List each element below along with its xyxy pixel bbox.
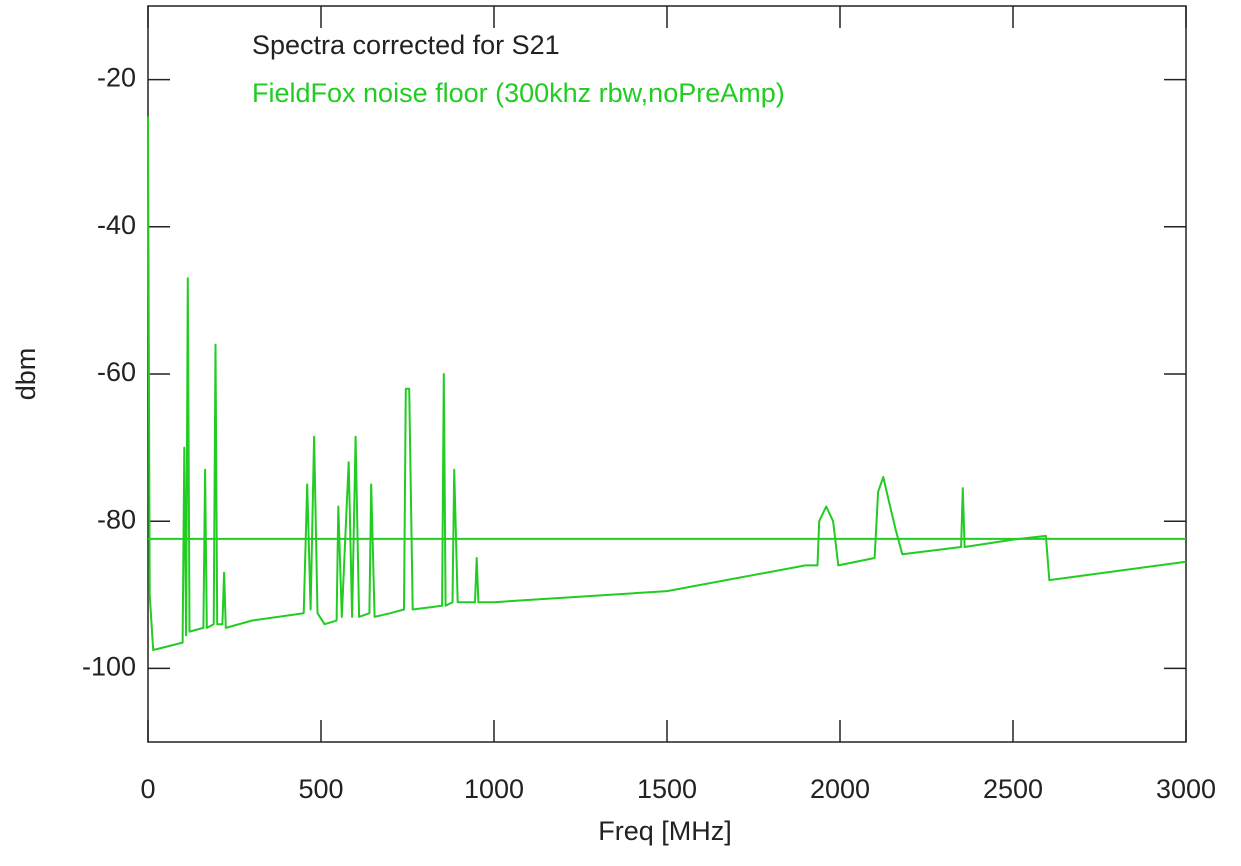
series-line bbox=[147, 116, 1187, 651]
x-tick-label: 1000 bbox=[464, 774, 524, 804]
y-tick-label: -20 bbox=[97, 63, 136, 93]
y-tick-label: -40 bbox=[97, 210, 136, 240]
x-tick-label: 0 bbox=[140, 774, 155, 804]
y-tick-label: -60 bbox=[97, 357, 136, 387]
legend-entry: Spectra corrected for S21 bbox=[252, 30, 560, 60]
x-axis-label: Freq [MHz] bbox=[598, 816, 732, 846]
x-tick-label: 3000 bbox=[1156, 774, 1216, 804]
x-tick-label: 2000 bbox=[810, 774, 870, 804]
x-tick-label: 2500 bbox=[983, 774, 1043, 804]
y-tick-label: -80 bbox=[97, 504, 136, 534]
legend-entry: FieldFox noise floor (300khz rbw,noPreAm… bbox=[252, 78, 785, 108]
x-tick-label: 1500 bbox=[637, 774, 697, 804]
x-tick-label: 500 bbox=[298, 774, 343, 804]
y-tick-label: -100 bbox=[82, 652, 136, 682]
y-axis-label: dbm bbox=[11, 348, 41, 401]
plot-frame bbox=[147, 5, 1187, 743]
